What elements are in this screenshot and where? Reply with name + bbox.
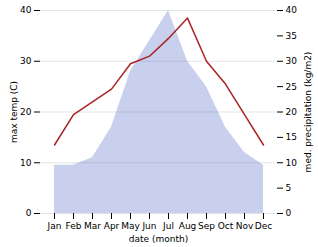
svg-text:May: May bbox=[121, 221, 140, 231]
svg-text:10: 10 bbox=[20, 158, 32, 168]
svg-text:5: 5 bbox=[286, 183, 292, 193]
svg-text:30: 30 bbox=[20, 56, 32, 66]
svg-text:Jun: Jun bbox=[141, 221, 156, 231]
svg-text:20: 20 bbox=[286, 107, 298, 117]
svg-text:Dec: Dec bbox=[255, 221, 272, 231]
svg-text:15: 15 bbox=[286, 132, 297, 142]
svg-text:Feb: Feb bbox=[66, 221, 82, 231]
svg-text:Oct: Oct bbox=[218, 221, 234, 231]
svg-text:Jan: Jan bbox=[47, 221, 62, 231]
svg-text:35: 35 bbox=[286, 31, 297, 41]
svg-text:Nov: Nov bbox=[236, 221, 254, 231]
svg-text:max temp (C): max temp (C) bbox=[9, 81, 19, 143]
svg-text:Apr: Apr bbox=[104, 221, 120, 231]
svg-text:40: 40 bbox=[20, 5, 32, 15]
svg-text:Aug: Aug bbox=[179, 221, 197, 231]
svg-text:Mar: Mar bbox=[84, 221, 101, 231]
svg-text:30: 30 bbox=[286, 56, 298, 66]
svg-text:0: 0 bbox=[286, 208, 292, 218]
svg-text:med. precipitation (kg/m2): med. precipitation (kg/m2) bbox=[303, 52, 313, 173]
svg-text:40: 40 bbox=[286, 5, 298, 15]
svg-text:0: 0 bbox=[26, 208, 32, 218]
svg-text:Jul: Jul bbox=[162, 221, 174, 231]
svg-text:20: 20 bbox=[20, 107, 32, 117]
svg-text:date (month): date (month) bbox=[129, 234, 188, 244]
svg-text:10: 10 bbox=[286, 158, 298, 168]
svg-text:Sep: Sep bbox=[198, 221, 215, 231]
svg-text:25: 25 bbox=[286, 82, 297, 92]
